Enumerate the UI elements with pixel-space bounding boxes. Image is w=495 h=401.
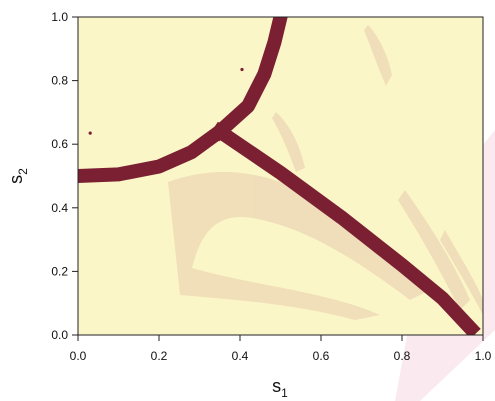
- x-tick-label: 0.0: [70, 349, 87, 363]
- x-axis: 0.0 0.2 0.4 0.6 0.8 1.0: [70, 335, 492, 363]
- y-axis-title: s2: [6, 168, 30, 184]
- boundary-curve-left-arc: [78, 121, 230, 184]
- faint-region-top-sliver: [364, 25, 392, 86]
- y-axis: 0.0 0.2 0.4 0.6 0.8 1.0: [51, 10, 78, 342]
- x-tick-label: 0.2: [151, 349, 168, 363]
- y-tick-label: 0.6: [51, 137, 68, 151]
- y-tick-label: 0.0: [51, 328, 68, 342]
- x-tick-label: 0.4: [232, 349, 249, 363]
- x-axis-title-main: s: [272, 376, 281, 396]
- x-axis-title: s1: [272, 376, 288, 400]
- boundary-curve-diagonal: [210, 121, 481, 335]
- isolated-point: [88, 131, 92, 135]
- boundary-curve-upper-arc: [209, 17, 288, 142]
- plot-frame: [77, 16, 484, 336]
- faint-region-right-streak: [398, 190, 470, 310]
- boundary-group: [78, 17, 481, 335]
- x-axis-title-subscript: 1: [281, 386, 288, 400]
- isolated-point: [240, 67, 244, 72]
- x-tick-label: 1.0: [475, 349, 492, 363]
- y-tick-label: 0.8: [51, 74, 68, 88]
- faint-region-group: [168, 25, 483, 320]
- faint-region-lower-band: [168, 172, 430, 320]
- x-tick-label: 0.8: [394, 349, 411, 363]
- y-tick-label: 1.0: [51, 10, 68, 24]
- y-tick-label: 0.2: [51, 264, 68, 278]
- faint-region-mid-sliver: [272, 112, 305, 172]
- y-tick-label: 0.4: [51, 201, 68, 215]
- faint-region-right-streak-2: [440, 230, 483, 315]
- x-tick-label: 0.6: [313, 349, 330, 363]
- y-axis-title-main: s: [6, 175, 26, 184]
- y-axis-title-subscript: 2: [16, 168, 30, 175]
